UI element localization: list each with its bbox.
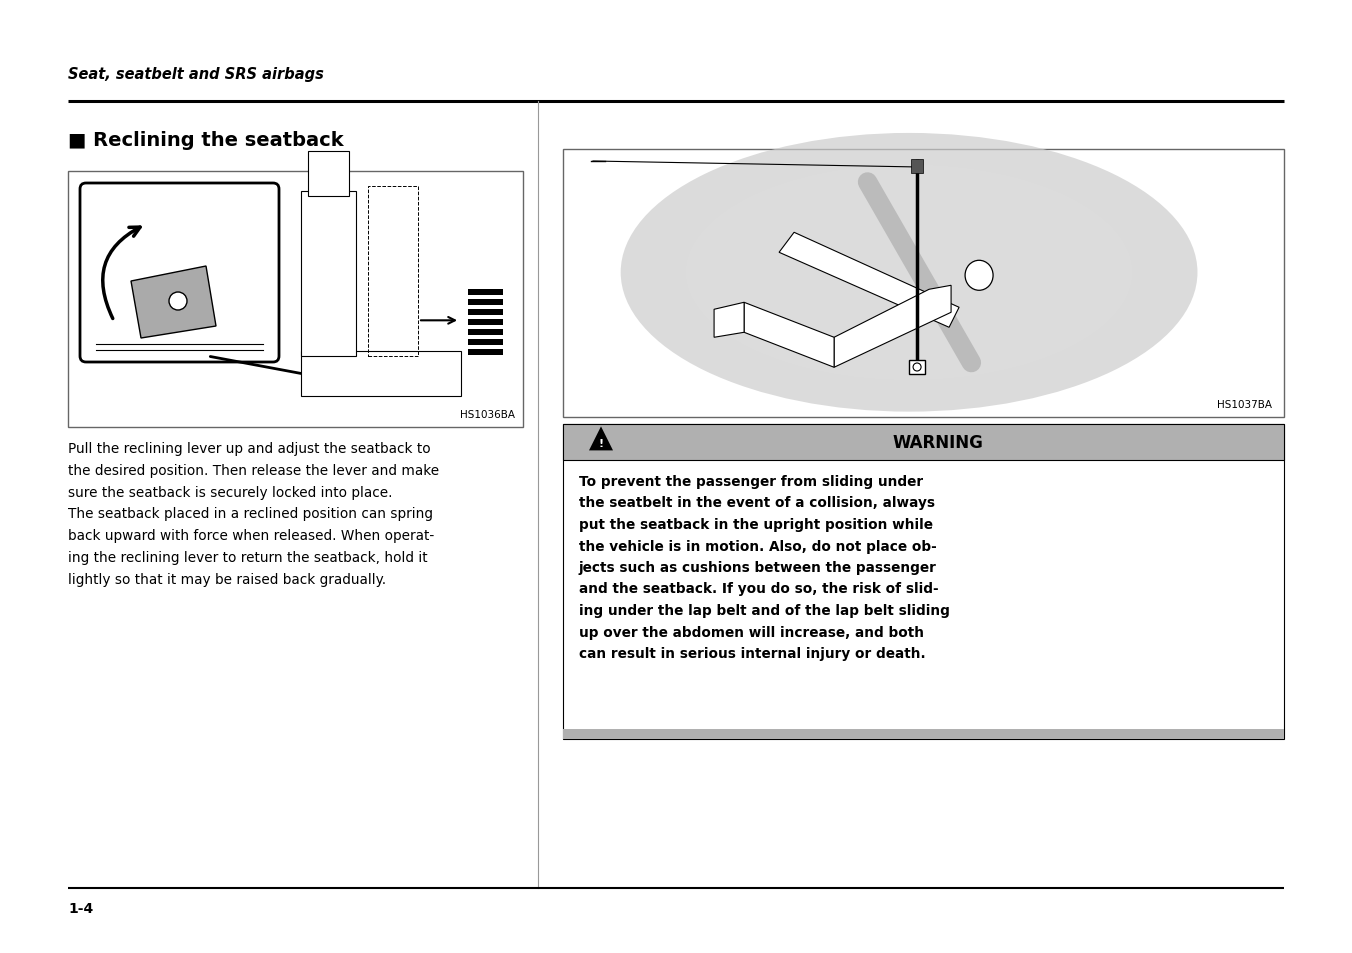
Text: can result in serious internal injury or death.: can result in serious internal injury or… — [579, 646, 926, 660]
Bar — [562, 150, 1284, 417]
Text: Seat, seatbelt and SRS airbags: Seat, seatbelt and SRS airbags — [68, 67, 324, 82]
Bar — [468, 339, 503, 346]
Polygon shape — [744, 303, 834, 368]
Text: back upward with force when released. When operat-: back upward with force when released. Wh… — [68, 529, 434, 542]
Ellipse shape — [621, 133, 1198, 413]
Bar — [562, 424, 1284, 740]
Bar — [468, 299, 503, 306]
Bar — [468, 290, 503, 296]
Circle shape — [169, 293, 187, 311]
Polygon shape — [307, 152, 349, 197]
Text: WARNING: WARNING — [892, 434, 983, 452]
Text: put the seatback in the upright position while: put the seatback in the upright position… — [579, 517, 933, 532]
FancyBboxPatch shape — [80, 184, 279, 363]
Text: jects such as cushions between the passenger: jects such as cushions between the passe… — [579, 560, 937, 575]
Polygon shape — [300, 352, 461, 396]
Text: up over the abdomen will increase, and both: up over the abdomen will increase, and b… — [579, 625, 923, 639]
Polygon shape — [589, 427, 612, 451]
Polygon shape — [131, 267, 216, 338]
Bar — [562, 729, 1284, 740]
Text: HS1037BA: HS1037BA — [1217, 399, 1272, 410]
Ellipse shape — [965, 261, 994, 291]
Bar — [68, 172, 523, 428]
Bar — [468, 350, 503, 356]
Text: ing the reclining lever to return the seatback, hold it: ing the reclining lever to return the se… — [68, 551, 427, 564]
Text: The seatback placed in a reclined position can spring: The seatback placed in a reclined positi… — [68, 507, 433, 521]
Text: To prevent the passenger from sliding under: To prevent the passenger from sliding un… — [579, 475, 923, 489]
Text: lightly so that it may be raised back gradually.: lightly so that it may be raised back gr… — [68, 572, 387, 586]
Ellipse shape — [685, 165, 1133, 381]
Polygon shape — [779, 233, 959, 328]
Bar — [562, 424, 1284, 460]
Text: ing under the lap belt and of the lap belt sliding: ing under the lap belt and of the lap be… — [579, 603, 950, 618]
Polygon shape — [714, 303, 744, 338]
Text: and the seatback. If you do so, the risk of slid-: and the seatback. If you do so, the risk… — [579, 582, 938, 596]
Bar — [468, 319, 503, 326]
Text: Pull the reclining lever up and adjust the seatback to: Pull the reclining lever up and adjust t… — [68, 441, 431, 456]
Text: the seatbelt in the event of a collision, always: the seatbelt in the event of a collision… — [579, 496, 936, 510]
Text: the vehicle is in motion. Also, do not place ob-: the vehicle is in motion. Also, do not p… — [579, 539, 937, 553]
Text: sure the seatback is securely locked into place.: sure the seatback is securely locked int… — [68, 485, 392, 499]
Polygon shape — [834, 286, 950, 368]
Text: ■ Reclining the seatback: ■ Reclining the seatback — [68, 131, 343, 150]
Bar — [909, 360, 925, 375]
Circle shape — [913, 364, 921, 372]
Bar — [468, 330, 503, 336]
Bar — [468, 310, 503, 316]
Bar — [911, 160, 923, 173]
Text: 1-4: 1-4 — [68, 901, 93, 915]
Text: HS1036BA: HS1036BA — [460, 410, 515, 419]
Text: !: ! — [599, 438, 603, 449]
Text: the desired position. Then release the lever and make: the desired position. Then release the l… — [68, 463, 439, 477]
Polygon shape — [300, 193, 356, 357]
